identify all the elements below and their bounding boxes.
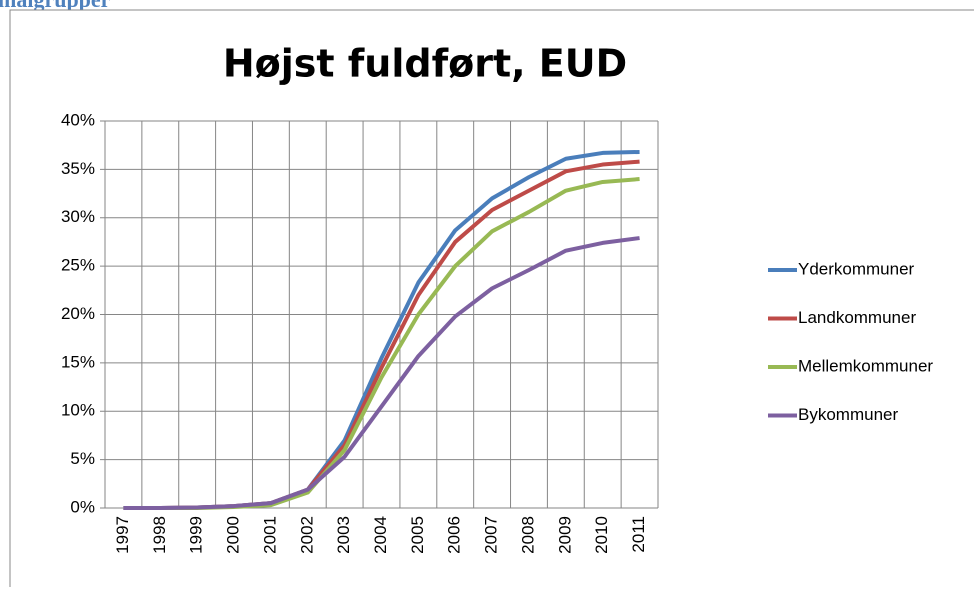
y-tick-label: 40% [61, 110, 95, 129]
x-tick-label: 2008 [518, 516, 537, 554]
x-tick-label: 2000 [224, 516, 243, 554]
chart-title: Højst fuldført, EUD [223, 42, 627, 86]
legend-label: Landkommuner [798, 308, 916, 327]
x-tick-label: 2002 [297, 516, 316, 554]
y-tick-label: 15% [61, 352, 95, 371]
y-tick-label: 20% [61, 304, 95, 323]
legend-label: Mellemkommuner [798, 356, 933, 375]
y-tick-label: 25% [61, 256, 95, 275]
page-header: målgrupper [0, 0, 111, 12]
x-tick-label: 2007 [482, 516, 501, 554]
x-tick-label: 2001 [260, 516, 279, 554]
chart-frame [9, 9, 974, 592]
y-tick-label: 0% [70, 497, 95, 516]
y-tick-label: 10% [61, 401, 95, 420]
x-tick-label: 1998 [150, 516, 169, 554]
series-line [123, 236, 640, 510]
y-tick-label: 5% [70, 449, 95, 468]
x-tick-label: 2011 [629, 516, 648, 553]
x-tick-label: 2005 [408, 516, 427, 554]
legend-label: Bykommuner [798, 405, 898, 424]
x-tick-label: 2003 [334, 516, 353, 554]
legend-label: Yderkommuner [798, 259, 915, 278]
x-tick-label: 1997 [113, 516, 132, 554]
x-tick-label: 2004 [371, 516, 390, 554]
x-tick-label: 2009 [555, 516, 574, 554]
y-tick-label: 30% [61, 207, 95, 226]
y-tick-label: 35% [61, 159, 95, 178]
x-tick-label: 1999 [187, 516, 206, 554]
x-tick-label: 2010 [592, 516, 611, 554]
x-tick-label: 2006 [445, 516, 464, 554]
